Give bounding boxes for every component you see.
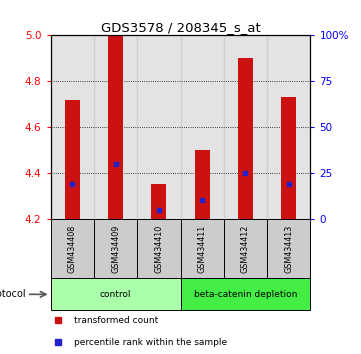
- Text: percentile rank within the sample: percentile rank within the sample: [74, 338, 227, 347]
- Text: control: control: [100, 290, 131, 299]
- Text: GSM434413: GSM434413: [284, 224, 293, 273]
- Bar: [51, 278, 180, 310]
- Bar: [267, 35, 310, 219]
- Bar: [281, 97, 296, 219]
- Bar: [94, 35, 137, 219]
- Bar: [94, 219, 137, 278]
- Bar: [108, 35, 123, 219]
- Text: GSM434408: GSM434408: [68, 224, 77, 273]
- Bar: [224, 219, 267, 278]
- Bar: [180, 278, 310, 310]
- Bar: [180, 219, 224, 278]
- Text: GSM434409: GSM434409: [111, 224, 120, 273]
- Bar: [195, 150, 210, 219]
- Text: transformed count: transformed count: [74, 316, 158, 325]
- Bar: [137, 35, 180, 219]
- Bar: [137, 219, 180, 278]
- Text: GSM434412: GSM434412: [241, 224, 250, 273]
- Bar: [51, 35, 94, 219]
- Bar: [180, 35, 224, 219]
- Text: protocol: protocol: [0, 289, 25, 299]
- Title: GDS3578 / 208345_s_at: GDS3578 / 208345_s_at: [101, 21, 260, 34]
- Bar: [224, 35, 267, 219]
- Bar: [51, 219, 94, 278]
- Text: GSM434411: GSM434411: [198, 224, 206, 273]
- Bar: [65, 99, 80, 219]
- Bar: [238, 58, 253, 219]
- Bar: [267, 219, 310, 278]
- Bar: [151, 184, 166, 219]
- Text: beta-catenin depletion: beta-catenin depletion: [194, 290, 297, 299]
- Text: GSM434410: GSM434410: [155, 224, 163, 273]
